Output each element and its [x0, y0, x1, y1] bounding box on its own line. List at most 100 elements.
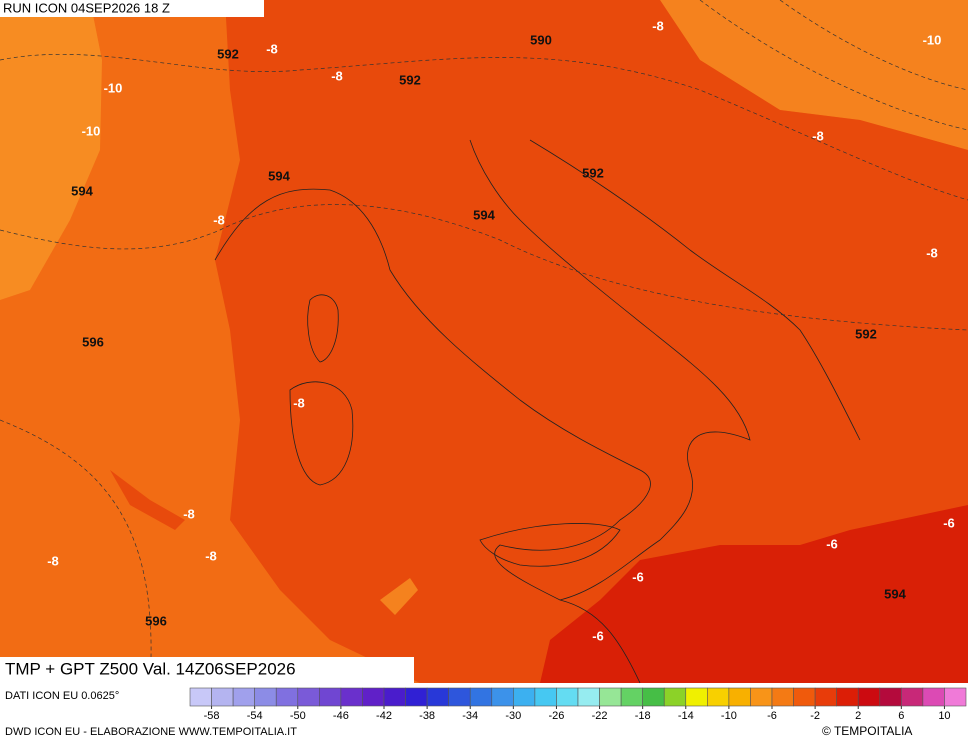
- colorbar-tick-label: -2: [810, 710, 820, 722]
- contour-label: 594: [884, 586, 906, 601]
- field-warm: [215, 0, 968, 683]
- colorbar-swatch: [189, 687, 212, 707]
- colorbar-tick-label: -26: [548, 710, 564, 722]
- colorbar-tick-label: -10: [721, 710, 737, 722]
- contour-label: 596: [82, 334, 104, 349]
- colorbar-swatch: [663, 687, 687, 707]
- coastline: [479, 523, 621, 567]
- contour-label: -6: [592, 628, 604, 643]
- contour-label: -8: [47, 553, 59, 568]
- contour-label: -8: [293, 395, 305, 410]
- map-field: [0, 0, 968, 683]
- contour-label: 596: [145, 613, 167, 628]
- coastline: [559, 599, 641, 684]
- colorbar-swatch: [383, 687, 406, 707]
- contour-label: 592: [217, 46, 239, 61]
- colorbar-swatch: [577, 687, 600, 707]
- contour-label: 592: [582, 165, 604, 180]
- contour-label: -8: [213, 212, 225, 227]
- credit-text: DWD ICON EU - ELABORAZIONE WWW.TEMPOITAL…: [5, 726, 297, 738]
- contour-line: [0, 204, 968, 331]
- contour-labels: 592 -8 -8 592 590 -8 -10 -10 -10 594 594 -8 594 592 -8…: [47, 18, 955, 643]
- contour-label: -8: [183, 506, 195, 521]
- colorbar-swatch: [750, 687, 773, 707]
- source-text: DATI ICON EU 0.0625°: [5, 690, 119, 702]
- contour-label: 592: [855, 326, 877, 341]
- colorbar-swatch: [232, 687, 255, 707]
- coastline: [307, 294, 339, 363]
- colorbar-swatch: [362, 687, 385, 707]
- colorbar-swatch: [275, 687, 299, 707]
- contour-label: -8: [331, 68, 343, 83]
- colorbar-swatch: [491, 687, 514, 707]
- colorbar-swatch: [211, 687, 234, 707]
- colorbar-swatch: [836, 687, 859, 707]
- colorbar-swatch: [814, 687, 837, 707]
- colorbar-tick-label: 10: [938, 710, 950, 722]
- colorbar-swatch: [319, 687, 342, 707]
- contour-line: [779, 0, 968, 91]
- contour-label: 594: [473, 207, 495, 222]
- colorbar-swatch: [469, 687, 493, 707]
- colorbar-tick-label: -58: [204, 710, 220, 722]
- contour-label: -6: [826, 536, 838, 551]
- colorbar-swatch: [599, 687, 622, 707]
- colorbar-swatch: [620, 687, 643, 707]
- contour-label: 592: [399, 72, 421, 87]
- contour-label: -8: [812, 128, 824, 143]
- contour-label: -8: [266, 41, 278, 56]
- contour-label: -10: [82, 123, 101, 138]
- map-title: TMP + GPT Z500 Val. 14Z06SEP2026: [5, 659, 296, 678]
- colorbar-swatch: [513, 687, 536, 707]
- field-light: [380, 578, 418, 615]
- field-hot: [540, 505, 968, 683]
- contour-label: -8: [926, 245, 938, 260]
- colorbar-tick-label: 6: [898, 710, 904, 722]
- colorbar-swatch: [944, 687, 967, 707]
- colorbar-tick-label: -54: [247, 710, 263, 722]
- contour-label: 590: [530, 32, 552, 47]
- colorbar-swatch: [297, 687, 320, 707]
- contour-label: -8: [205, 548, 217, 563]
- colorbar-tick-label: -50: [290, 710, 306, 722]
- colorbar: -58 -54 -50 -46 -42 -38 -34 -30 -26 -22 -18 -14 -10-…: [189, 687, 967, 722]
- field-light: [0, 0, 102, 300]
- colorbar-tick-label: -14: [678, 710, 694, 722]
- title-box: [0, 657, 414, 683]
- colorbar-tick-label: -18: [635, 710, 651, 722]
- colorbar-swatch: [340, 687, 363, 707]
- contour-label: -10: [923, 32, 942, 47]
- contour-label: -6: [632, 569, 644, 584]
- contour-label: -6: [943, 515, 955, 530]
- colorbar-tick-label: -46: [333, 710, 349, 722]
- colorbar-swatch: [448, 687, 471, 707]
- colorbar-swatch: [685, 687, 708, 707]
- contour-label: -8: [652, 18, 664, 33]
- colorbar-swatch: [642, 687, 665, 707]
- colorbar-swatch: [793, 687, 816, 707]
- coastline: [529, 139, 861, 441]
- colorbar-swatch: [857, 687, 881, 707]
- contour-label: 594: [71, 183, 93, 198]
- coastline: [214, 139, 751, 601]
- height-contours: [0, 0, 968, 684]
- contour-label: -10: [104, 80, 123, 95]
- colorbar-swatch: [771, 687, 794, 707]
- field-warm: [110, 470, 185, 530]
- colorbar-tick-label: -38: [419, 710, 435, 722]
- colorbar-swatch: [707, 687, 730, 707]
- coastlines: [214, 139, 861, 684]
- colorbar-swatch: [556, 687, 579, 707]
- colorbar-swatch: [405, 687, 428, 707]
- colorbar-swatch: [901, 687, 924, 707]
- colorbar-swatch: [922, 687, 945, 707]
- colorbar-tick-label: -30: [505, 710, 521, 722]
- colorbar-tick-label: 2: [855, 710, 861, 722]
- colorbar-swatch: [254, 687, 277, 707]
- colorbar-swatch: [879, 687, 902, 707]
- coastline: [289, 381, 354, 486]
- colorbar-tick-label: -22: [592, 710, 608, 722]
- colorbar-swatch: [728, 687, 751, 707]
